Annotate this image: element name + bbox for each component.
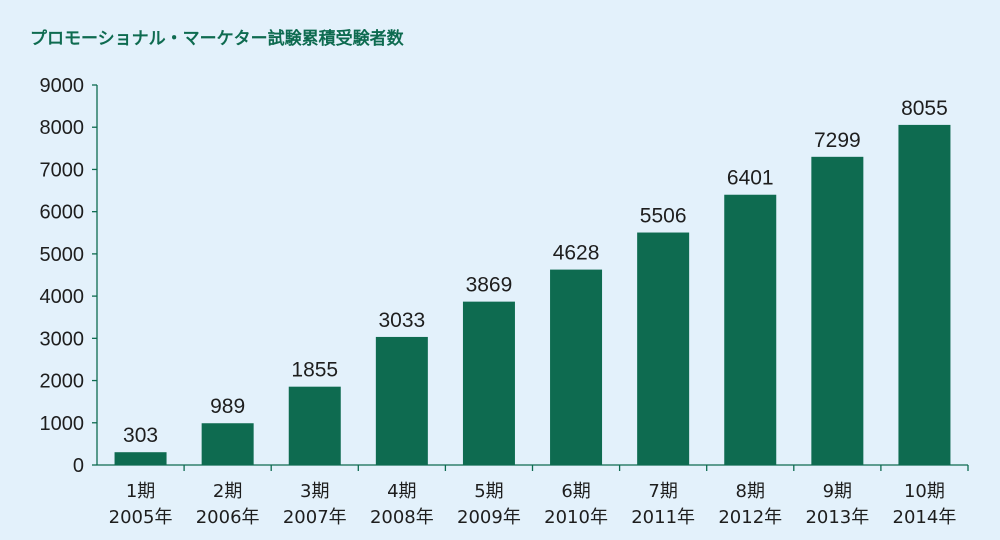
axes: 0 1000 2000 3000 4000 5000 6000 7000 8000 9000 1期 2… (40, 75, 969, 528)
x-tick-label-year: 2009年 (457, 507, 521, 528)
x-tick-label-term: 9期 (823, 481, 852, 502)
x-tick-label-term: 1期 (126, 481, 155, 502)
x-tick-label-year: 2010年 (544, 507, 608, 528)
bar (462, 301, 515, 465)
x-tick-label-year: 2005年 (109, 507, 173, 528)
bar-value-label: 989 (210, 395, 245, 418)
y-tick-label: 5000 (40, 244, 85, 266)
x-tick-label-term: 10期 (904, 481, 945, 502)
bar-value-label: 3869 (466, 274, 513, 297)
chart-title: プロモーショナル・マーケター試験累積受験者数 (30, 29, 404, 49)
x-tick-label-year: 2013年 (805, 507, 869, 528)
y-tick-label: 1000 (40, 413, 85, 435)
data-labels: 303 989 1855 3033 3869 4628 5506 6401 7299 8055 (123, 97, 948, 447)
x-tick-label-year: 2008年 (370, 507, 434, 528)
x-tick-label-term: 8期 (736, 481, 765, 502)
bar (898, 124, 951, 466)
y-tick-label: 8000 (40, 117, 85, 139)
y-tick-label: 3000 (40, 328, 85, 350)
x-tick-label-term: 6期 (561, 481, 590, 502)
x-tick-label-term: 7期 (648, 481, 677, 502)
bar-value-label: 6401 (727, 167, 774, 190)
x-tick-label-term: 3期 (300, 481, 329, 502)
x-tick-label-term: 4期 (387, 481, 416, 502)
bar-value-label: 8055 (901, 97, 948, 120)
x-tick-label-year: 2011年 (631, 507, 695, 528)
x-tick-label-term: 2期 (213, 481, 242, 502)
bar (201, 423, 254, 465)
x-tick-label-term: 5期 (474, 481, 503, 502)
y-tick-label: 2000 (40, 371, 85, 393)
bar (375, 336, 428, 465)
bar (288, 386, 341, 465)
y-tick-label: 6000 (40, 202, 85, 224)
bar (114, 452, 167, 465)
x-tick-label-year: 2012年 (718, 507, 782, 528)
bars (114, 124, 951, 466)
y-tick-label: 0 (73, 455, 84, 477)
bar-value-label: 303 (123, 424, 158, 447)
y-tick-label: 9000 (40, 75, 85, 97)
bar-value-label: 4628 (553, 242, 600, 265)
x-tick-label-year: 2014年 (893, 507, 957, 528)
bar (811, 156, 864, 465)
x-tick-label-year: 2006年 (196, 507, 260, 528)
bar-value-label: 5506 (640, 205, 687, 228)
x-tick-label-year: 2007年 (283, 507, 347, 528)
y-tick-label: 7000 (40, 159, 85, 181)
bar (637, 232, 690, 465)
bar (550, 269, 603, 465)
bar-value-label: 1855 (291, 359, 338, 382)
bar (724, 194, 777, 466)
bar-value-label: 3033 (378, 309, 425, 332)
y-tick-label: 4000 (40, 286, 85, 308)
bar-value-label: 7299 (814, 129, 861, 152)
